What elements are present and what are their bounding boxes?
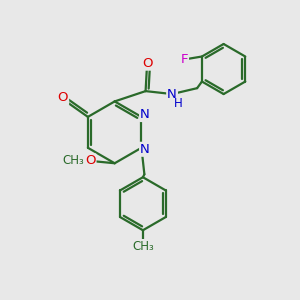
Text: O: O <box>85 154 95 167</box>
Text: CH₃: CH₃ <box>63 154 85 167</box>
Text: N: N <box>140 143 150 156</box>
Text: N: N <box>167 88 177 100</box>
Text: N: N <box>140 108 150 121</box>
Text: CH₃: CH₃ <box>132 240 154 253</box>
Text: O: O <box>58 91 68 104</box>
Text: F: F <box>181 53 188 66</box>
Text: H: H <box>174 97 182 110</box>
Text: O: O <box>142 57 152 70</box>
